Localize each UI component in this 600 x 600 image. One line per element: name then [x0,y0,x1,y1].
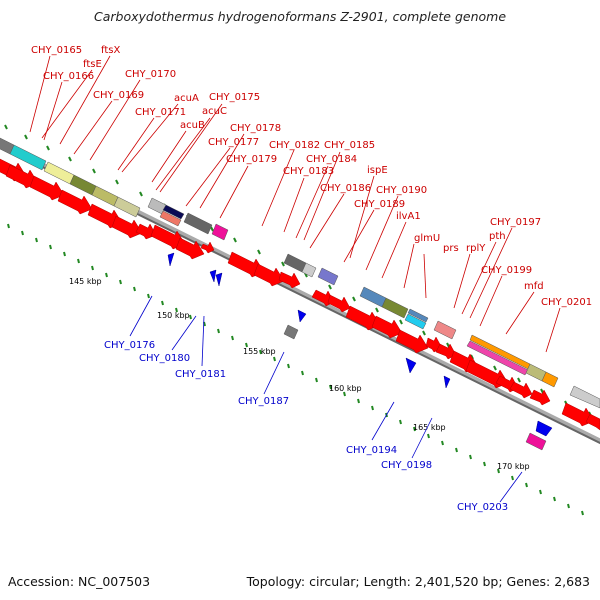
gene-label: CHY_0194 [346,445,397,456]
ruler-label: 160 kbp [329,384,362,393]
gene-label: CHY_0197 [490,217,541,228]
gene-label: ilvA1 [396,211,421,222]
gene-label: acuA [174,93,199,104]
gene-label: glmU [414,233,440,244]
gene-label: CHY_0203 [457,502,508,513]
accession-text: Accession: NC_007503 [8,574,151,589]
ruler-label: 170 kbp [497,462,530,471]
gene-label: CHY_0185 [324,140,375,151]
ruler-label: 155 kbp [243,347,276,356]
gene-label: ispE [367,165,388,176]
gene-label: CHY_0199 [481,265,532,276]
ruler-label: 150 kbp [157,311,190,320]
forward-genes [0,158,600,431]
gene-label: CHY_0189 [354,199,405,210]
gene-label: CHY_0186 [320,183,371,194]
gene-label: CHY_0169 [93,90,144,101]
gene-label: CHY_0180 [139,353,190,364]
forward-labels: CHY_0165 ftsX ftsE CHY_0166 CHY_0170 CHY… [31,45,592,308]
tick-row-inner [7,223,584,516]
ruler-label: 165 kbp [413,423,446,432]
genome-summary-text: Topology: circular; Length: 2,401,520 bp… [246,574,590,589]
gene-label: CHY_0171 [135,107,186,118]
reverse-genes [167,252,553,437]
gene-label: acuC [202,106,227,117]
gene-label: CHY_0170 [125,69,176,80]
gene-label: CHY_0175 [209,92,260,103]
gene-label: CHY_0187 [238,396,289,407]
gene-label: CHY_0179 [226,154,277,165]
gene-label: CHY_0183 [283,166,334,177]
forward-leader-lines [29,55,561,353]
gene-label: mfd [524,281,544,292]
gene-label: ftsE [83,59,102,70]
feature-boxes [0,137,600,451]
gene-label: ftsX [101,45,120,56]
gene-label: acuB [180,120,205,131]
gene-label: CHY_0166 [43,71,94,82]
gene-label: rplY [466,243,486,254]
gene-label: CHY_0184 [306,154,357,165]
gene-label: CHY_0176 [104,340,155,351]
gene-label: pth [489,231,506,242]
gene-label: prs [443,243,459,254]
gene-label: CHY_0181 [175,369,226,380]
ruler-labels: 145 kbp 150 kbp 155 kbp 160 kbp 165 kbp … [69,277,530,471]
reverse-leader-lines [129,295,523,503]
gene-label: CHY_0165 [31,45,82,56]
gene-label: CHY_0198 [381,460,432,471]
gene-label: CHY_0178 [230,123,281,134]
reverse-labels: CHY_0176 CHY_0180 CHY_0181 CHY_0187 CHY_… [104,340,508,513]
gene-label: CHY_0177 [208,137,259,148]
ruler-label: 145 kbp [69,277,102,286]
map-title: Carboxydothermus hydrogenoformans Z-2901… [93,9,507,24]
gene-label: CHY_0190 [376,185,427,196]
gene-label: CHY_0182 [269,140,320,151]
gene-label: CHY_0201 [541,297,592,308]
